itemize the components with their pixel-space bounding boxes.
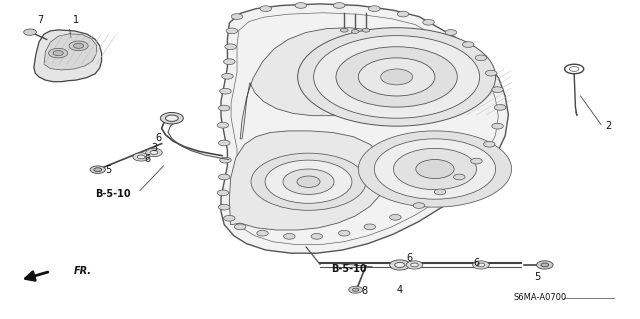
Circle shape [283, 169, 334, 195]
Circle shape [472, 261, 489, 269]
Text: 6: 6 [156, 133, 161, 143]
Circle shape [406, 261, 423, 269]
Circle shape [251, 153, 366, 210]
Circle shape [295, 3, 307, 8]
Text: S6MA-A0700: S6MA-A0700 [514, 293, 567, 302]
Circle shape [311, 234, 323, 239]
Circle shape [218, 204, 230, 210]
Circle shape [53, 50, 63, 56]
Text: 1: 1 [73, 15, 79, 26]
Circle shape [223, 59, 235, 64]
Circle shape [445, 30, 457, 35]
Circle shape [333, 3, 345, 8]
Circle shape [234, 224, 246, 230]
Circle shape [284, 234, 295, 239]
Polygon shape [44, 34, 97, 70]
Circle shape [374, 139, 495, 199]
Circle shape [411, 263, 419, 267]
Circle shape [218, 105, 230, 111]
Circle shape [364, 224, 376, 230]
Circle shape [413, 203, 425, 208]
Circle shape [395, 263, 405, 268]
Circle shape [492, 87, 503, 93]
Circle shape [454, 174, 465, 180]
Circle shape [416, 160, 454, 179]
Text: B-5-10: B-5-10 [95, 189, 131, 199]
Circle shape [358, 58, 435, 96]
Circle shape [218, 140, 230, 146]
Circle shape [223, 215, 235, 221]
Circle shape [74, 43, 84, 48]
Circle shape [314, 36, 479, 118]
Circle shape [349, 286, 363, 293]
Text: 8: 8 [362, 286, 368, 296]
Circle shape [166, 115, 178, 122]
Circle shape [394, 148, 476, 190]
Circle shape [369, 6, 380, 11]
Circle shape [49, 48, 68, 58]
Circle shape [492, 123, 503, 129]
Circle shape [133, 153, 150, 161]
Circle shape [463, 42, 474, 48]
Circle shape [217, 190, 228, 196]
Circle shape [161, 113, 183, 124]
Text: 2: 2 [605, 121, 612, 131]
Text: 6: 6 [406, 253, 412, 263]
Circle shape [336, 47, 458, 107]
Circle shape [397, 11, 409, 17]
Text: 7: 7 [37, 15, 44, 26]
Polygon shape [34, 30, 102, 82]
Circle shape [69, 41, 88, 50]
Circle shape [362, 28, 370, 32]
Circle shape [351, 30, 359, 33]
Text: 4: 4 [396, 286, 403, 295]
Circle shape [220, 88, 231, 94]
Circle shape [390, 260, 410, 270]
Text: B-5-10: B-5-10 [331, 264, 367, 274]
Circle shape [541, 263, 548, 267]
Circle shape [340, 28, 348, 32]
Polygon shape [240, 28, 416, 139]
Text: 6: 6 [474, 258, 479, 268]
Circle shape [297, 176, 320, 188]
Circle shape [146, 148, 163, 157]
Circle shape [435, 189, 446, 195]
Circle shape [494, 105, 506, 110]
Circle shape [298, 28, 495, 126]
Circle shape [483, 141, 495, 147]
Text: FR.: FR. [74, 266, 92, 276]
Circle shape [257, 230, 268, 236]
Circle shape [358, 131, 511, 207]
Text: 3: 3 [151, 143, 157, 153]
Circle shape [470, 158, 482, 164]
Circle shape [225, 44, 236, 50]
Circle shape [536, 261, 553, 269]
Circle shape [90, 166, 106, 174]
Polygon shape [221, 4, 508, 253]
Circle shape [24, 29, 36, 35]
Circle shape [94, 168, 102, 172]
Circle shape [381, 69, 413, 85]
Circle shape [150, 151, 158, 154]
Circle shape [485, 70, 497, 76]
Text: 5: 5 [534, 272, 540, 282]
Text: 5: 5 [105, 165, 111, 175]
Circle shape [339, 230, 350, 236]
Circle shape [423, 19, 435, 25]
Circle shape [231, 14, 243, 19]
Circle shape [220, 157, 231, 163]
Circle shape [477, 263, 484, 267]
Circle shape [217, 122, 228, 128]
Circle shape [226, 28, 237, 34]
Circle shape [353, 288, 359, 291]
Circle shape [265, 160, 352, 203]
Polygon shape [229, 131, 387, 230]
Circle shape [475, 55, 486, 61]
Text: 6: 6 [145, 154, 150, 165]
Circle shape [390, 214, 401, 220]
Circle shape [138, 155, 145, 159]
Circle shape [221, 73, 233, 79]
Circle shape [218, 174, 230, 180]
Circle shape [260, 6, 271, 11]
